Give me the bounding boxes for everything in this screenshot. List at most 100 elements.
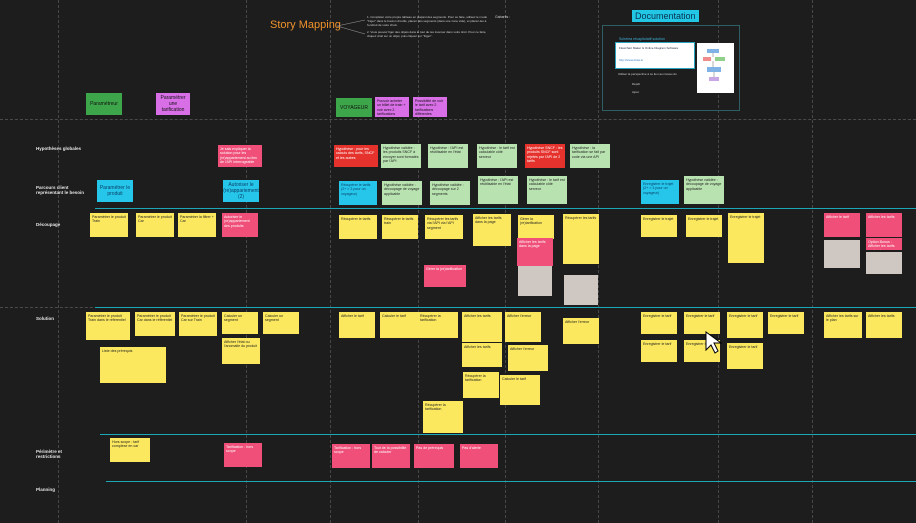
column-separator xyxy=(505,0,506,523)
screenshot-thumbnail[interactable] xyxy=(824,240,860,268)
legend-label: Gabarits : xyxy=(495,15,511,19)
hypothesis-note[interactable]: Hypothèse : le tarif est calculable côté… xyxy=(477,144,517,168)
cutting-note[interactable]: Récupérer le tarifs xyxy=(339,215,377,239)
column-separator xyxy=(718,0,719,523)
solution-note[interactable]: Afficher le tarif xyxy=(339,312,375,338)
solution-note[interactable]: Afficher les tarifs xyxy=(462,312,502,342)
row-label-solution: Solution xyxy=(36,316,54,321)
row-label-hypotheses: Hypothèses globales xyxy=(36,146,82,151)
hypothesis-note[interactable]: Hypothèse SNCF : les produits SNCF sont … xyxy=(525,144,565,168)
scope-note[interactable]: Tout de la possibilité de calculer xyxy=(372,444,410,468)
epic-header[interactable]: Possibilité de voir le tarif avec 2 tari… xyxy=(413,97,447,117)
journey-step[interactable]: Récupérer le tarifs (2+ > 3 pour un voya… xyxy=(339,181,377,205)
hypothesis-note[interactable]: Hypothèse validée : découpage de voyage … xyxy=(382,181,422,205)
hypothesis-note[interactable]: Je sais expliquer la solution pour les (… xyxy=(218,145,262,167)
doc-link-url[interactable]: http://www.draw.io xyxy=(619,58,644,62)
cutting-note[interactable]: Enregistrer le trajet xyxy=(686,215,722,237)
solution-note[interactable]: Enregistrer le tarif xyxy=(684,312,720,334)
column-separator xyxy=(246,0,247,523)
row-label-cutting: Découpage xyxy=(36,222,61,227)
solution-note[interactable]: Calculer un segment xyxy=(222,312,258,334)
hypothesis-note[interactable]: Hypothèse validée : découpage sur 2 segm… xyxy=(430,181,470,205)
documentation-title: Documentation xyxy=(632,10,699,22)
swimlane-line xyxy=(106,481,916,482)
cutting-note[interactable]: Afficher les tarifs dans la page xyxy=(517,238,553,266)
solution-note[interactable]: Enregistrer le tarif xyxy=(641,340,677,362)
solution-note[interactable]: Paramétrer le produit Car dans le référe… xyxy=(135,312,175,336)
cutting-note[interactable]: Afficher les tarifs xyxy=(866,213,902,237)
row-label-journey: Parcours client représentant le besoin xyxy=(36,185,85,195)
row-separator xyxy=(0,119,916,120)
cutting-note[interactable]: Récupérer les tarifs via l'API via l'API… xyxy=(425,215,463,239)
cutting-note[interactable]: Paramétrer la filtrer + Car xyxy=(178,213,216,237)
solution-note[interactable]: Enregistrer le tarif xyxy=(641,312,677,334)
solution-note[interactable]: Afficher les tarifs xyxy=(866,312,902,338)
column-separator xyxy=(812,0,813,523)
cutting-note[interactable]: Option Bonus : Afficher les tarifs sur l… xyxy=(866,238,902,250)
solution-note[interactable]: Calculer le tarif xyxy=(380,312,418,338)
connector-arrow-icon xyxy=(337,19,366,35)
instruction-step-2: 2. Vous pouvez figer des objets dans le … xyxy=(367,30,487,38)
solution-note[interactable]: Enregistrer le tarif xyxy=(768,312,804,334)
screenshot-thumbnail[interactable] xyxy=(564,275,598,305)
solution-note[interactable]: Calculer un segment xyxy=(263,312,299,334)
cutting-note[interactable]: Récupérer les tarifs xyxy=(563,214,599,264)
persona-header[interactable]: VOYAGEUR xyxy=(336,98,372,117)
solution-note[interactable]: Afficher l'erreur xyxy=(508,345,548,371)
row-label-planning: Planning xyxy=(36,487,55,492)
solution-note[interactable]: Paramétrer le produit Car sur Train xyxy=(179,312,217,336)
persona-header[interactable]: Paramétreur xyxy=(86,93,122,115)
cutting-note[interactable]: Paramétrer le produit Train xyxy=(90,213,128,237)
screenshot-thumbnail[interactable] xyxy=(866,252,902,274)
flowchart-thumbnail-icon xyxy=(703,49,725,81)
solution-note[interactable]: Récupérer la tarification xyxy=(423,401,463,433)
screenshot-thumbnail[interactable] xyxy=(518,266,552,296)
cutting-note[interactable]: Autoriser le (re)appariement des produit… xyxy=(222,213,258,237)
solution-note[interactable]: Enregistrer le tarif xyxy=(727,312,763,338)
solution-note[interactable]: Paramétrer le produit Train dans le réfé… xyxy=(86,312,130,340)
journey-step[interactable]: Paramétrer le produit xyxy=(97,180,133,202)
solution-note[interactable]: Afficher les tarifs xyxy=(462,343,502,367)
scope-note[interactable]: Tarification : hors scope xyxy=(224,443,262,467)
hypothesis-note[interactable]: Hypothèse : le tarif est calculable côté… xyxy=(527,176,567,204)
doc-link-title: Flowchart Maker & Online Diagram Softwar… xyxy=(619,46,679,50)
cutting-note[interactable]: Récupérer le tarifs train xyxy=(382,215,418,239)
cutting-note[interactable]: Afficher les tarifs dans la page xyxy=(473,214,511,246)
cutting-note[interactable]: Afficher le tarif xyxy=(824,213,860,237)
hypothesis-note[interactable]: Hypothèse : pour les calculs des tarifs,… xyxy=(334,145,378,167)
hypothesis-note[interactable]: Hypothèse : la tarification se fait par … xyxy=(570,144,610,168)
cutting-note[interactable]: Enregistrer le trajet xyxy=(728,213,764,263)
solution-note[interactable]: Afficher l'état ou l'anomalie du produit xyxy=(222,338,260,364)
prerequisites-list[interactable]: Liste des prérequis xyxy=(100,347,166,383)
solution-note[interactable]: Afficher l'erreur xyxy=(505,312,541,342)
hypothesis-note[interactable]: Hypothèse validée : découpage de voyage … xyxy=(684,176,724,204)
hypothesis-note[interactable]: Hypothèse : l'API est réutilisable en l'… xyxy=(478,176,518,204)
scope-note[interactable]: Tarification : hors scope xyxy=(332,444,370,468)
cutting-note[interactable]: Paramétrer le produit Car xyxy=(136,213,174,237)
journey-step[interactable]: Enregistrer le trajet (2+ > 3 pour un vo… xyxy=(641,180,679,204)
journey-step[interactable]: Autoriser le (re)appariement (2) xyxy=(223,180,259,202)
doc-note-3: Ajout xyxy=(632,90,639,94)
solution-note[interactable]: Récupérer la tarification xyxy=(418,312,458,338)
cutting-note[interactable]: Gérer la (re)tarification xyxy=(518,215,554,239)
hypothesis-note[interactable]: Hypothèse validée : les produits SNCF à … xyxy=(381,144,421,168)
solution-note[interactable]: Enregistrer le tarif xyxy=(727,343,763,369)
solution-note[interactable]: Afficher l'erreur xyxy=(563,318,599,344)
board-title: Story Mapping xyxy=(270,19,341,31)
epic-header[interactable]: Paramétrer une tarification xyxy=(156,93,190,115)
hypothesis-note[interactable]: Hypothèse : l'API est réutilisable en l'… xyxy=(428,144,468,168)
solution-note[interactable]: Récupérer la tarification xyxy=(463,372,499,398)
doc-diagram-thumbnail[interactable] xyxy=(697,43,734,93)
scope-note[interactable]: Pas d'alerte xyxy=(460,444,498,468)
scope-note[interactable]: Pas de prérequis xyxy=(414,444,454,468)
solution-note[interactable]: Afficher les tarifs sur le plan xyxy=(824,312,862,338)
epic-header[interactable]: Pouvoir acheter un billet de train + voi… xyxy=(375,97,409,117)
swimlane-line xyxy=(95,208,916,209)
doc-link-card[interactable]: Flowchart Maker & Online Diagram Softwar… xyxy=(615,42,695,69)
cutting-note[interactable]: Enregistrer le trajet xyxy=(641,215,677,237)
doc-note-2: Dépôt xyxy=(632,82,641,86)
solution-note[interactable]: Calculer le tarif xyxy=(500,375,540,405)
scope-note[interactable]: Hors scope : tarif complexe en car xyxy=(110,438,150,462)
cutting-note[interactable]: Gérer la (re)tarification xyxy=(424,265,466,287)
